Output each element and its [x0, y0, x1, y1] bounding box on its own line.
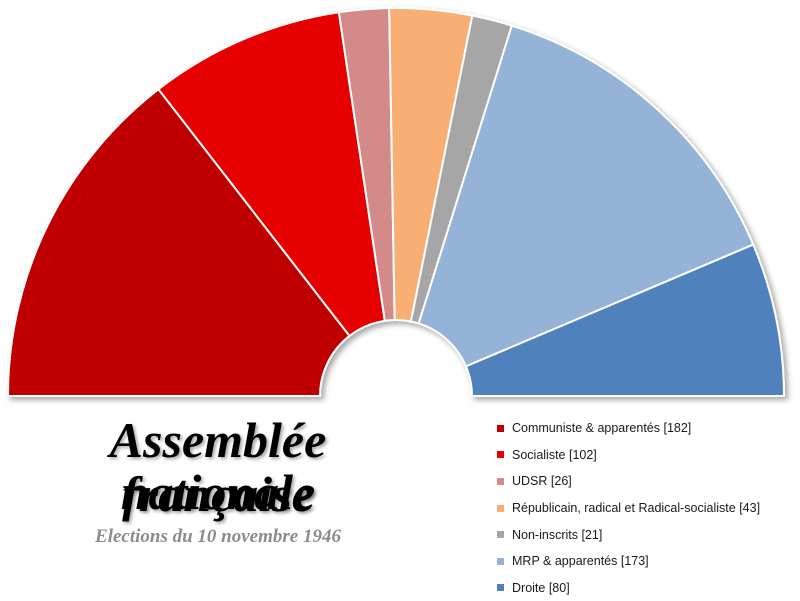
- legend-swatch: [497, 504, 504, 512]
- legend-item: Républicain, radical et Radical-socialis…: [497, 495, 760, 522]
- legend-label: Droite [80]: [512, 580, 570, 595]
- chart-legend: Communiste & apparentés [182] Socialiste …: [497, 415, 760, 601]
- hemicycle-chart: [6, 7, 786, 397]
- legend-label: UDSR [26]: [512, 474, 572, 489]
- chart-title-line-2: française: [122, 466, 314, 522]
- chart-title-line-1: Assemblée nationale: [109, 412, 327, 520]
- legend-label: Communiste & apparentés [182]: [512, 421, 692, 436]
- slice-2: [157, 11, 386, 338]
- legend-item: Communiste & apparentés [182]: [497, 415, 760, 442]
- legend-swatch: [497, 424, 504, 432]
- legend-label: MRP & apparentés [173]: [512, 554, 649, 569]
- legend-item: Non-inscrits [21]: [497, 521, 760, 548]
- legend-label: Non-inscrits [21]: [512, 527, 603, 542]
- slice-6: [417, 24, 755, 368]
- legend-swatch: [497, 557, 504, 565]
- legend-label: Républicain, radical et Radical-socialis…: [512, 501, 761, 516]
- chart-subtitle: Elections du 10 novembre 1946: [95, 526, 341, 547]
- legend-swatch: [497, 451, 504, 459]
- legend-swatch: [497, 584, 504, 592]
- legend-swatch: [497, 477, 504, 485]
- legend-swatch: [497, 531, 504, 539]
- legend-item: UDSR [26]: [497, 468, 760, 495]
- slice-1: [6, 87, 351, 397]
- legend-item: Socialiste [102]: [497, 442, 760, 469]
- legend-item: MRP & apparentés [173]: [497, 548, 760, 575]
- legend-label: Socialiste [102]: [512, 447, 597, 462]
- slice-7: [464, 243, 786, 397]
- legend-item: Droite [80]: [497, 575, 760, 601]
